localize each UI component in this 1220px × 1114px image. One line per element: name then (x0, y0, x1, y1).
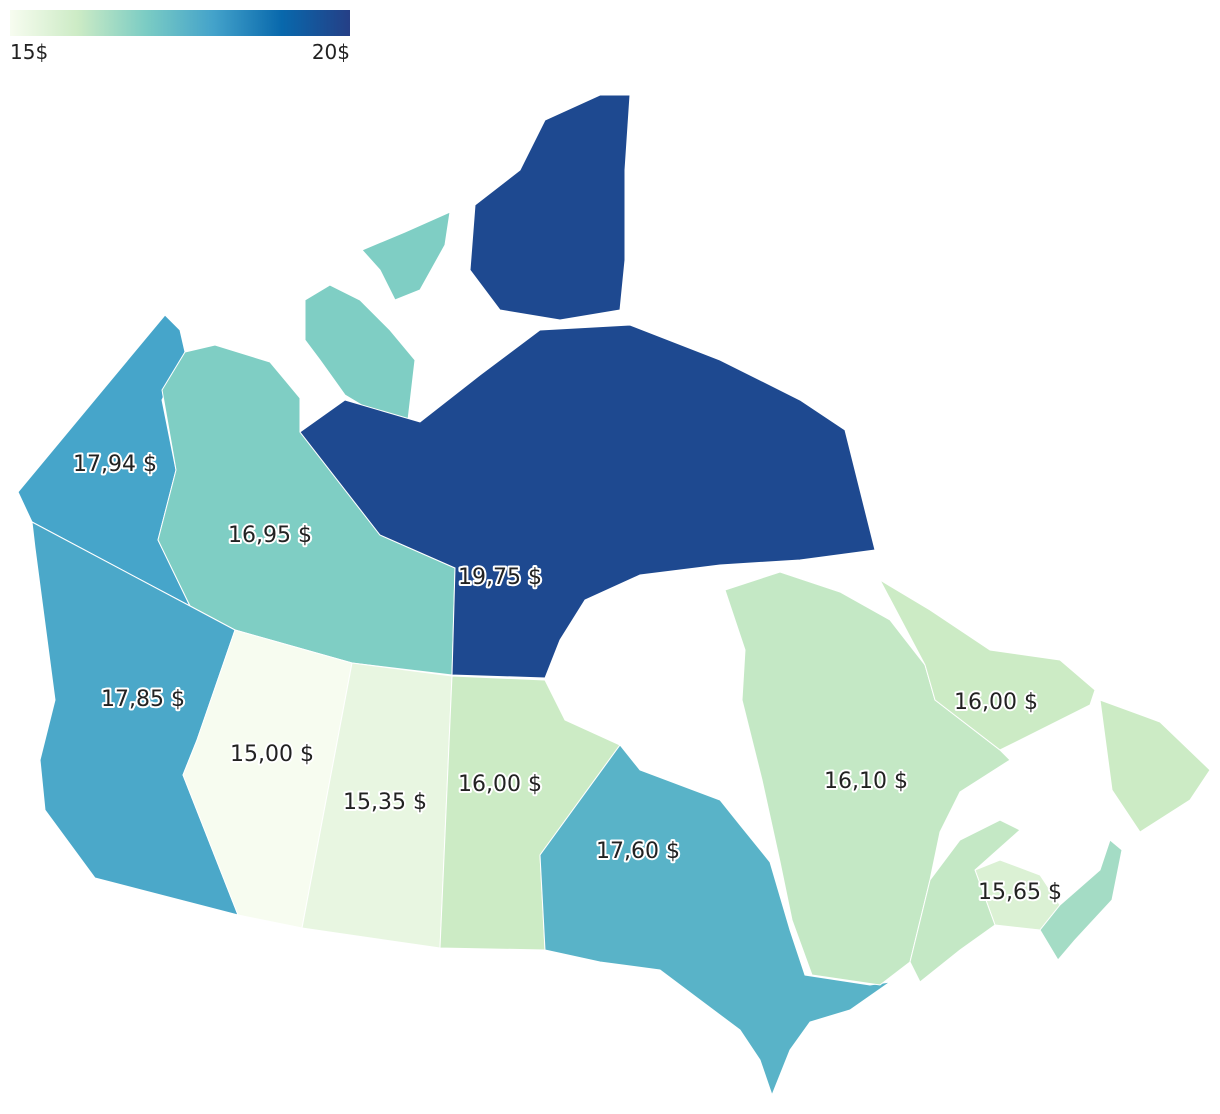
region (1099, 699, 1211, 833)
value-label: 19,75 $ (458, 565, 542, 590)
value-label: 15,65 $ (978, 880, 1062, 905)
value-label: 16,95 $ (228, 523, 312, 548)
legend-bar (10, 10, 350, 36)
region (724, 571, 1011, 986)
value-label: 16,00 $ (954, 690, 1038, 715)
value-label: 15,00 $ (230, 742, 314, 767)
value-label: 17,94 $ (73, 452, 157, 477)
region (1039, 839, 1123, 961)
legend-label: 15$ (10, 40, 48, 64)
region (361, 211, 451, 301)
region (31, 521, 239, 916)
legend-label: 20$ (312, 40, 350, 64)
value-label: 16,00 $ (458, 772, 542, 797)
region (469, 94, 631, 321)
region (909, 819, 1021, 983)
value-label: 17,85 $ (101, 687, 185, 712)
region (878, 578, 1096, 751)
value-label: 15,35 $ (343, 790, 427, 815)
value-label: 16,10 $ (824, 769, 908, 794)
region (539, 744, 891, 1097)
value-label: 17,60 $ (596, 839, 680, 864)
region (304, 284, 416, 421)
region (299, 324, 876, 679)
